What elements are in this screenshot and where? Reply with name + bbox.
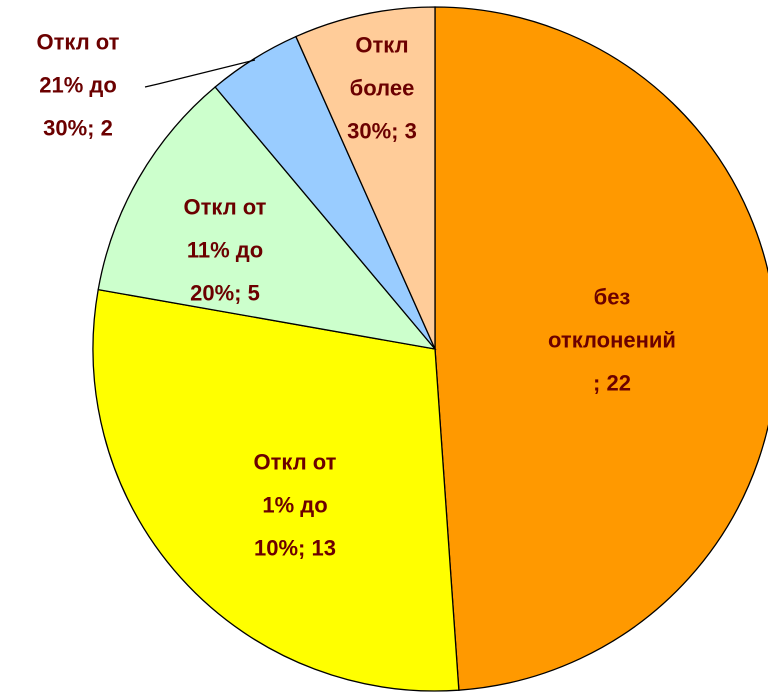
- pie-slice: [434, 6, 768, 691]
- pie-slice: [97, 86, 437, 350]
- slice-label: Откл от 1% до 10%; 13: [253, 449, 337, 561]
- slice-label: Откл более 30%; 3: [347, 32, 417, 144]
- slice-label: Откл от 21% до 30%; 2: [36, 29, 120, 141]
- leader-line: [144, 59, 256, 88]
- slices: [92, 6, 768, 692]
- pie-slice: [92, 288, 460, 692]
- slice-label: Откл от 11% до 20%; 5: [183, 194, 267, 306]
- slice-label: без отклонений; 22: [548, 284, 676, 396]
- pie-slice: [295, 6, 436, 350]
